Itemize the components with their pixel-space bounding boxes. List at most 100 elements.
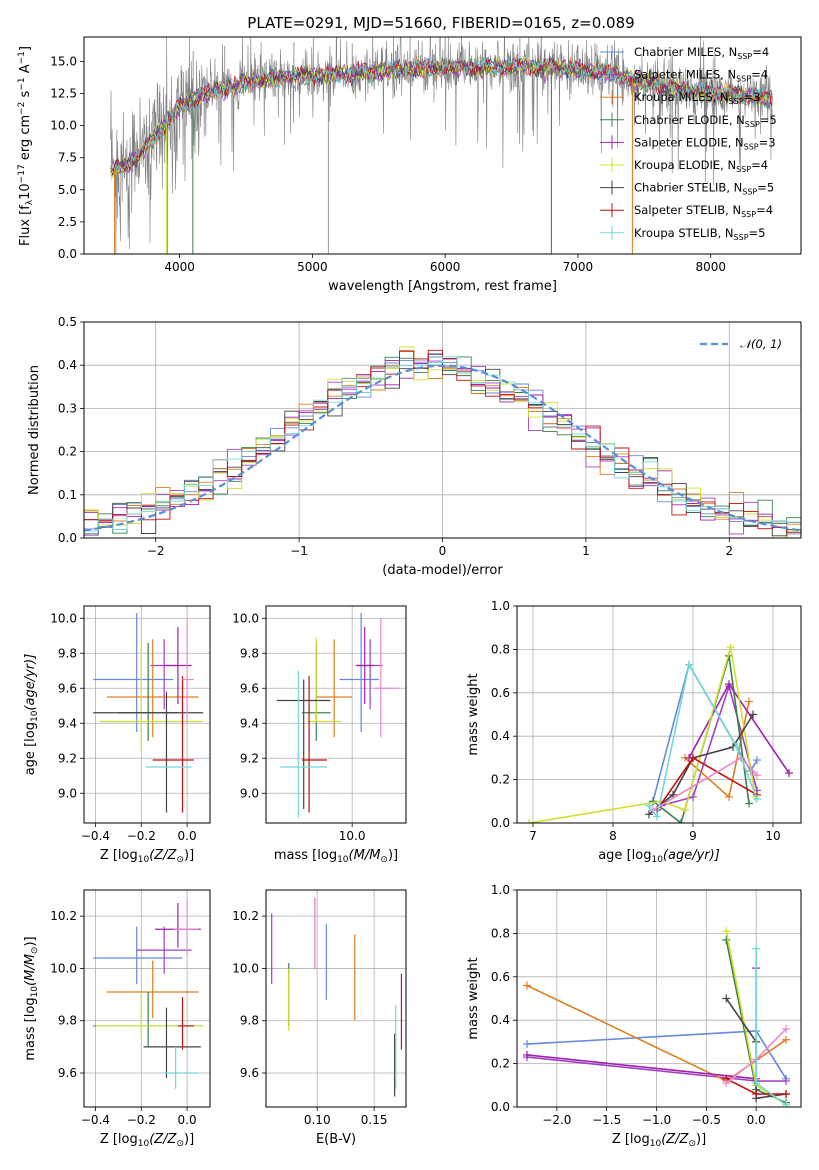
y-tick-label: 7.5 (58, 151, 77, 165)
axes-frame (83, 605, 211, 824)
y-tick-label: 10.0 (232, 611, 259, 625)
y-tick-label: 0.0 (58, 247, 77, 261)
axes-frame (265, 889, 407, 1108)
weight-marker (745, 697, 753, 706)
x-axis-label: Z [log10(Z/Z⊙)] (100, 1132, 194, 1149)
x-tick-label: 10 (765, 829, 780, 843)
axes-frame (265, 605, 407, 824)
y-tick-label: 9.2 (58, 751, 77, 765)
errorbar-point (152, 676, 194, 813)
x-tick-label: −1.5 (592, 1113, 621, 1127)
x-tick-label: 7 (529, 829, 537, 843)
y-tick-label: 10.0 (50, 119, 77, 133)
x-tick-label: −2.0 (542, 1113, 571, 1127)
y-axis-label: age [log10(age/yr)] (23, 654, 40, 776)
errorbar-point (307, 637, 342, 723)
y-tick-label: 10.2 (232, 909, 259, 923)
legend-entry: Salpeter STELIB, NSSP=4 (600, 203, 773, 219)
y-tick-label: 0.2 (491, 1057, 510, 1071)
y-tick-label: 10.0 (50, 611, 77, 625)
y-tick-label: 0.4 (491, 729, 510, 743)
legend-entry: Salpeter MILES, NSSP=4 (600, 67, 768, 84)
weight-marker (785, 769, 793, 778)
errorbar-point (280, 670, 328, 818)
panel-spectrum: 4000 5000 6000 7000 8000 0.0 2.5 5.0 7.5 10.0 12.5… (17, 36, 802, 294)
errorbar-point (150, 639, 178, 710)
axes-frame (516, 889, 802, 1108)
legend-label: Chabrier MILES, NSSP=4 (634, 45, 769, 61)
y-tick-label: 9.2 (240, 751, 259, 765)
errorbar-point (93, 991, 204, 1047)
x-tick-label: 0.0 (747, 1113, 766, 1127)
x-tick-label: 1 (582, 544, 590, 558)
y-tick-label: 9.6 (240, 1066, 259, 1080)
weight-marker (752, 1089, 761, 1098)
errorbar-point (373, 618, 399, 738)
plot-area-residuals (84, 346, 801, 538)
x-tick-label: 0.0 (178, 1113, 197, 1127)
panel-mass-vs-Z: −0.4 −0.2 0.0 9.6 9.8 10.0 10.2 Z [log10(Z/Z⊙)]… (23, 889, 211, 1149)
plot-area-mass-vs-ebv (271, 897, 403, 1097)
legend-label: Salpeter STELIB, NSSP=4 (634, 203, 773, 219)
y-tick-label: 9.8 (240, 646, 259, 660)
x-tick-label: 2 (725, 544, 733, 558)
weight-marker (725, 680, 733, 689)
x-tick-label: −1.0 (642, 1113, 671, 1127)
legend-entry: Salpeter ELODIE, NSSP=3 (600, 135, 776, 151)
x-axis-label: E(B-V) (316, 1132, 356, 1147)
weight-marker (689, 753, 697, 762)
weight-marker (753, 756, 761, 765)
weight-marker (653, 812, 661, 821)
errorbar-point (276, 679, 331, 809)
errorbar-point (173, 897, 199, 956)
x-tick-label: −0.5 (692, 1113, 721, 1127)
x-tick-label: 10.0 (339, 829, 366, 843)
x-tick-label: 0 (439, 544, 447, 558)
model-spectrum-line (110, 57, 773, 172)
residual-histogram (84, 356, 801, 538)
legend-label: Salpeter ELODIE, NSSP=3 (634, 135, 776, 151)
legend-label: Chabrier STELIB, NSSP=5 (634, 181, 774, 197)
x-tick-label: −0.2 (127, 829, 156, 843)
errorbar-point (355, 627, 374, 704)
plot-area-mass-vs-Z (93, 897, 204, 1089)
weight-marker (753, 771, 761, 780)
y-tick-label: 9.0 (58, 786, 77, 800)
x-tick-label: 4000 (164, 260, 195, 274)
errorbar-point (177, 997, 194, 1050)
errorbar-point (155, 903, 201, 948)
x-tick-label: −0.4 (81, 1113, 110, 1127)
plot-area-age-vs-mass (276, 613, 399, 818)
y-tick-label: 0.1 (58, 488, 77, 502)
x-tick-label: −1 (290, 544, 308, 558)
y-tick-label: 9.0 (240, 786, 259, 800)
weight-marker (782, 1100, 791, 1107)
weight-marker (752, 1079, 761, 1088)
y-tick-label: 0.3 (58, 401, 77, 415)
weight-marker (733, 743, 741, 752)
legend-entry: Chabrier MILES, NSSP=4 (600, 45, 769, 61)
x-axis-label: age [log10(age/yr)] (598, 848, 720, 865)
x-tick-label: 0.0 (178, 829, 197, 843)
panel-mass-vs-ebv: 0.10 0.15 9.6 9.8 10.0 10.2 E(B-V) (232, 889, 407, 1147)
x-tick-label: 6000 (430, 260, 461, 274)
weight-marker (725, 792, 733, 801)
weight-marker (753, 795, 761, 804)
y-tick-label: 0.2 (491, 773, 510, 787)
y-tick-label: 0.6 (491, 970, 510, 984)
weight-series-line (526, 968, 757, 1080)
weight-marker (749, 710, 757, 719)
errorbar-point (164, 1046, 199, 1089)
errorbar-point (93, 926, 183, 985)
weight-series-line (528, 646, 757, 823)
plot-area-weight-vs-Z (522, 927, 791, 1107)
y-tick-label: 9.8 (240, 1014, 259, 1028)
weight-marker (782, 1076, 791, 1085)
y-tick-label: 0.8 (491, 926, 510, 940)
y-tick-label: 9.6 (58, 1066, 77, 1080)
weight-marker (522, 981, 531, 990)
x-tick-label: 9 (689, 829, 697, 843)
weight-marker (782, 1024, 791, 1033)
x-tick-label: −2 (147, 544, 165, 558)
legend-entry: Chabrier ELODIE, NSSP=5 (600, 112, 777, 129)
